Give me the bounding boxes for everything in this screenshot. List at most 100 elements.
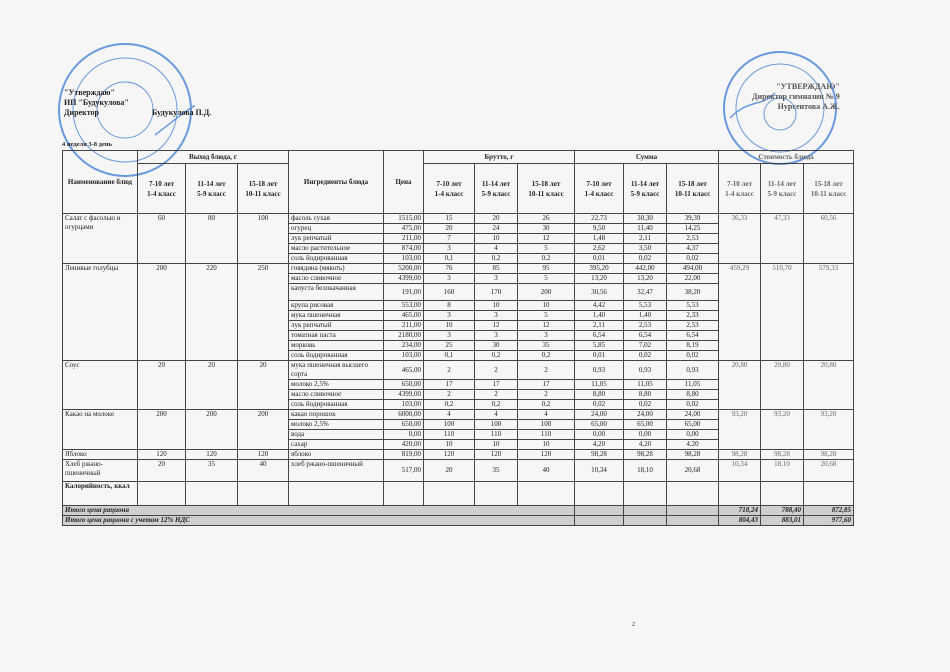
empty-cell	[288, 481, 384, 506]
age-label: 15-18 лет	[678, 179, 707, 188]
sum-value: 4,37	[666, 243, 719, 254]
sum-value: 1,40	[623, 310, 667, 321]
table-row: молоко 2,5% 650,00 100 100 100 65,00 65,00 65,0…	[63, 419, 854, 430]
brutto-value: 0,2	[423, 399, 475, 410]
sum-value: 8,19	[666, 340, 719, 351]
empty-cell	[137, 481, 186, 506]
brutto-value: 25	[423, 340, 475, 351]
brutto-value: 10	[474, 233, 518, 244]
empty-cell	[574, 481, 624, 506]
sum-value: 4,20	[623, 439, 667, 450]
dish-yield: 80	[185, 213, 238, 264]
age-label: 7-10 лет	[726, 179, 753, 188]
approval-block-right: "УТВЕРЖДАЮ" Директор гимназии № 9 Нурсеи…	[752, 82, 840, 112]
sum-value: 14,25	[666, 223, 719, 234]
empty-cell	[760, 481, 804, 506]
dish-name: Ленивые голубцы	[62, 263, 138, 361]
brutto-value: 12	[517, 320, 575, 331]
sum-value: 0,02	[574, 399, 624, 410]
sum-value: 0,02	[666, 399, 719, 410]
sum-value: 0,93	[666, 360, 719, 380]
brutto-value: 10	[423, 320, 475, 331]
brutto-value: 17	[474, 379, 518, 390]
dish-cost: 98,28	[760, 449, 804, 460]
sum-value: 2,53	[666, 233, 719, 244]
age-label: 11-14 лет	[630, 179, 660, 188]
sum-value: 98,28	[666, 449, 719, 460]
ingredient-name: огурец	[288, 223, 384, 234]
brutto-value: 85	[474, 263, 518, 274]
sum-value: 0,00	[623, 429, 667, 440]
ingredient-name: масло сливочное	[288, 389, 384, 400]
ingredient-price: 465,00	[383, 360, 424, 380]
ingredient-name: хлеб ржано-пшеничный	[288, 459, 384, 482]
total-value: 718,24	[718, 505, 761, 516]
header-age-group: 11-14 лет 5-9 класс	[185, 163, 238, 214]
brutto-value: 10	[517, 300, 575, 311]
brutto-value: 4	[423, 409, 475, 420]
empty-cell	[666, 505, 719, 516]
ingredient-name: говядина (мякоть)	[288, 263, 384, 274]
grade-label: 5-9 класс	[630, 189, 660, 198]
sum-value: 4,20	[574, 439, 624, 450]
brutto-value: 12	[474, 320, 518, 331]
ingredient-price: 211,00	[383, 233, 424, 244]
table-row: Соус 20 20 20 мука пшеничная высшего сорта 46…	[62, 360, 854, 410]
dish-yield: 20	[185, 360, 238, 410]
header-ingredients: Ингредиенты блюда	[288, 150, 384, 214]
sum-value: 22,00	[666, 273, 719, 284]
brutto-value: 0,2	[474, 253, 518, 264]
sum-value: 20,68	[666, 459, 719, 482]
sum-value: 1,48	[574, 233, 624, 244]
brutto-value: 95	[517, 263, 575, 274]
total-value: 977,60	[803, 515, 854, 526]
calories-row: Калорийность, ккал	[62, 481, 854, 506]
sum-value: 0,93	[623, 360, 667, 380]
brutto-value: 35	[474, 459, 518, 482]
dish-cost: 36,33	[718, 213, 761, 264]
dish-name: Яблоко	[62, 449, 138, 460]
total-label: Итого цена рациона с учетом 12% НДС	[62, 515, 575, 526]
sum-value: 5,53	[623, 300, 667, 311]
brutto-value: 3	[474, 310, 518, 321]
sum-value: 22,73	[574, 213, 624, 224]
sum-value: 11,40	[623, 223, 667, 234]
approval-title: "Утверждаю"	[64, 88, 115, 97]
grade-label: 1-4 класс	[584, 189, 614, 198]
dish-yield: 20	[137, 360, 186, 410]
dish-cost: 20,80	[760, 360, 804, 410]
sum-value: 442,00	[623, 263, 667, 274]
dish-yield: 20	[137, 459, 186, 482]
brutto-value: 110	[423, 429, 475, 440]
empty-cell	[423, 481, 475, 506]
sum-value: 0,00	[666, 429, 719, 440]
brutto-value: 0,2	[517, 399, 575, 410]
grade-label: 10-11 класс	[674, 189, 711, 198]
ingredient-name: соль йодированная	[288, 399, 384, 410]
brutto-value: 170	[474, 283, 518, 301]
table-row: морковь 234,00 25 30 35 5,85 7,02 8,19	[63, 340, 854, 351]
dish-name: Хлеб ржано-пшеничный	[62, 459, 138, 482]
ingredient-name: мука пшеничная	[288, 310, 384, 321]
dish-cost: 98,28	[803, 449, 854, 460]
brutto-value: 0,2	[517, 253, 575, 264]
ingredient-price: 103,00	[383, 350, 424, 361]
brutto-value: 2	[423, 360, 475, 380]
brutto-value: 110	[517, 429, 575, 440]
ingredient-price: 517,00	[383, 459, 424, 482]
grade-label: 1-4 класс	[725, 189, 754, 198]
brutto-value: 20	[474, 213, 518, 224]
brutto-value: 100	[423, 419, 475, 430]
brutto-value: 5	[517, 243, 575, 254]
menu-table: Наименование блюд Выход блюда, г Ингреди…	[62, 150, 854, 526]
brutto-value: 3	[474, 273, 518, 284]
brutto-value: 3	[474, 330, 518, 341]
header-yield: Выход блюда, г	[137, 150, 289, 164]
age-label: 15-18 лет	[814, 179, 843, 188]
brutto-value: 8	[423, 300, 475, 311]
dish-name: Какао на молоке	[62, 409, 138, 450]
ingredient-price: 191,00	[383, 283, 424, 301]
brutto-value: 0,1	[423, 350, 475, 361]
brutto-value: 2	[517, 360, 575, 380]
total-value: 804,43	[718, 515, 761, 526]
